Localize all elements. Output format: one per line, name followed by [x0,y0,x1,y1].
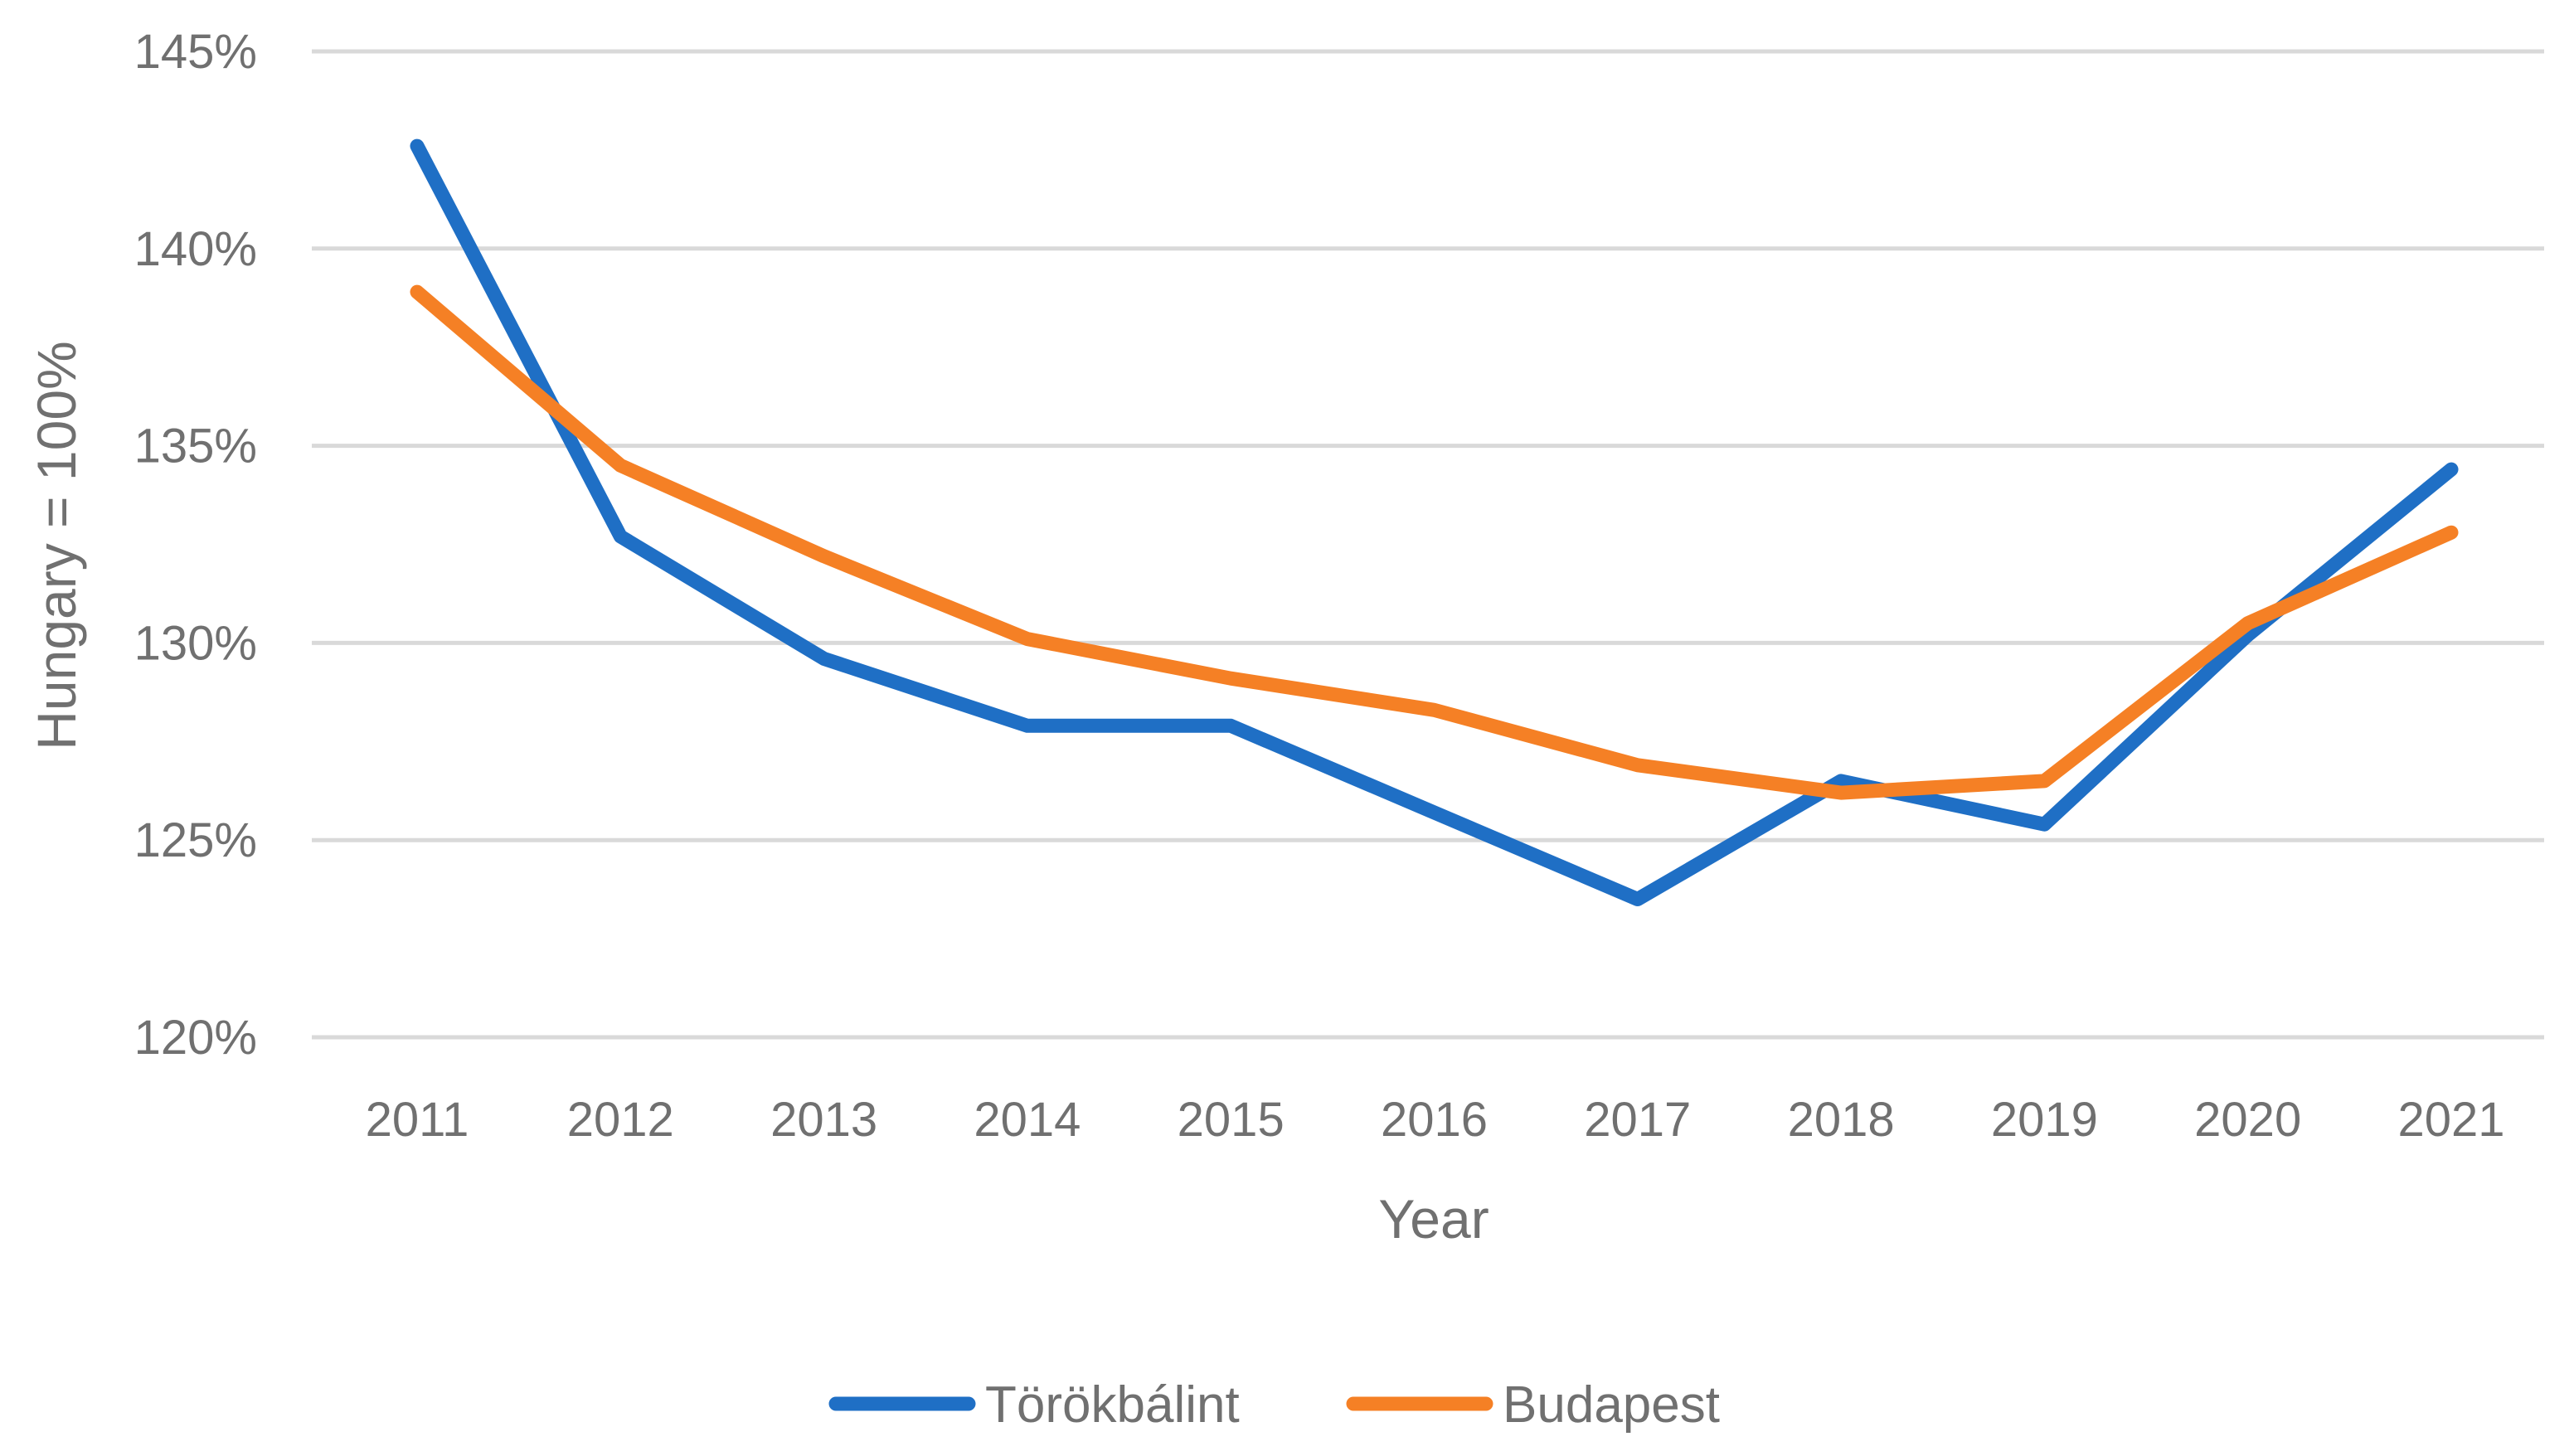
x-tick-label: 2020 [2194,1093,2301,1147]
y-tick-label: 135% [134,420,257,473]
data-point-0-6 [1637,899,1639,900]
series-line-t-r-kb-lint [410,138,2459,906]
data-point-0-5 [1434,812,1435,813]
x-tick-label: 2012 [567,1093,674,1147]
data-point-0-3 [1027,725,1028,726]
x-tick-label: 2013 [770,1093,877,1147]
y-axis-ticks: 120% 125% 130% 135% 140% 145% [134,25,257,1065]
y-tick-label: 140% [134,222,257,276]
data-point-1-9 [2247,623,2249,624]
data-point-1-0 [416,291,418,293]
legend: Törökbálint Budapest [828,1376,1720,1434]
data-point-0-8 [2043,823,2045,825]
data-point-1-7 [1840,792,1842,794]
data-point-0-10 [2450,468,2452,470]
data-point-1-2 [823,556,825,557]
data-point-1-8 [2043,780,2045,782]
x-axis-ticks: 2011 2012 2013 2014 2015 2016 2017 2018 2019 2020… [366,1093,2505,1147]
x-tick-label: 2015 [1178,1093,1285,1147]
data-point-0-9 [2247,634,2249,636]
y-axis-title: Hungary = 100% [26,341,87,750]
series-line-budapest [410,284,2459,800]
data-point-1-5 [1434,709,1435,711]
data-point-0-7 [1840,780,1842,782]
x-tick-label: 2019 [1991,1093,2098,1147]
y-tick-label: 120% [134,1011,257,1065]
legend-label: Törökbálint [985,1376,1240,1434]
y-tick-label: 130% [134,616,257,670]
data-point-1-6 [1637,764,1639,766]
gridlines [312,49,2544,1040]
data-point-1-4 [1230,677,1231,679]
data-point-0-2 [823,658,825,659]
x-tick-label: 2011 [366,1093,469,1147]
data-point-0-4 [1230,725,1231,726]
data-point-1-3 [1027,638,1028,640]
y-tick-label: 145% [134,25,257,79]
y-tick-label: 125% [134,813,257,867]
legend-label: Budapest [1503,1376,1720,1434]
x-tick-label: 2014 [974,1093,1081,1147]
data-point-0-0 [416,145,418,147]
data-point-1-1 [619,464,621,466]
data-point-1-10 [2450,531,2452,533]
x-tick-label: 2021 [2397,1093,2504,1147]
data-point-0-1 [619,536,621,537]
x-tick-label: 2017 [1584,1093,1691,1147]
x-tick-label: 2016 [1381,1093,1488,1147]
series-lines [410,138,2459,906]
x-axis-title: Year [1378,1188,1489,1250]
x-tick-label: 2018 [1788,1093,1895,1147]
